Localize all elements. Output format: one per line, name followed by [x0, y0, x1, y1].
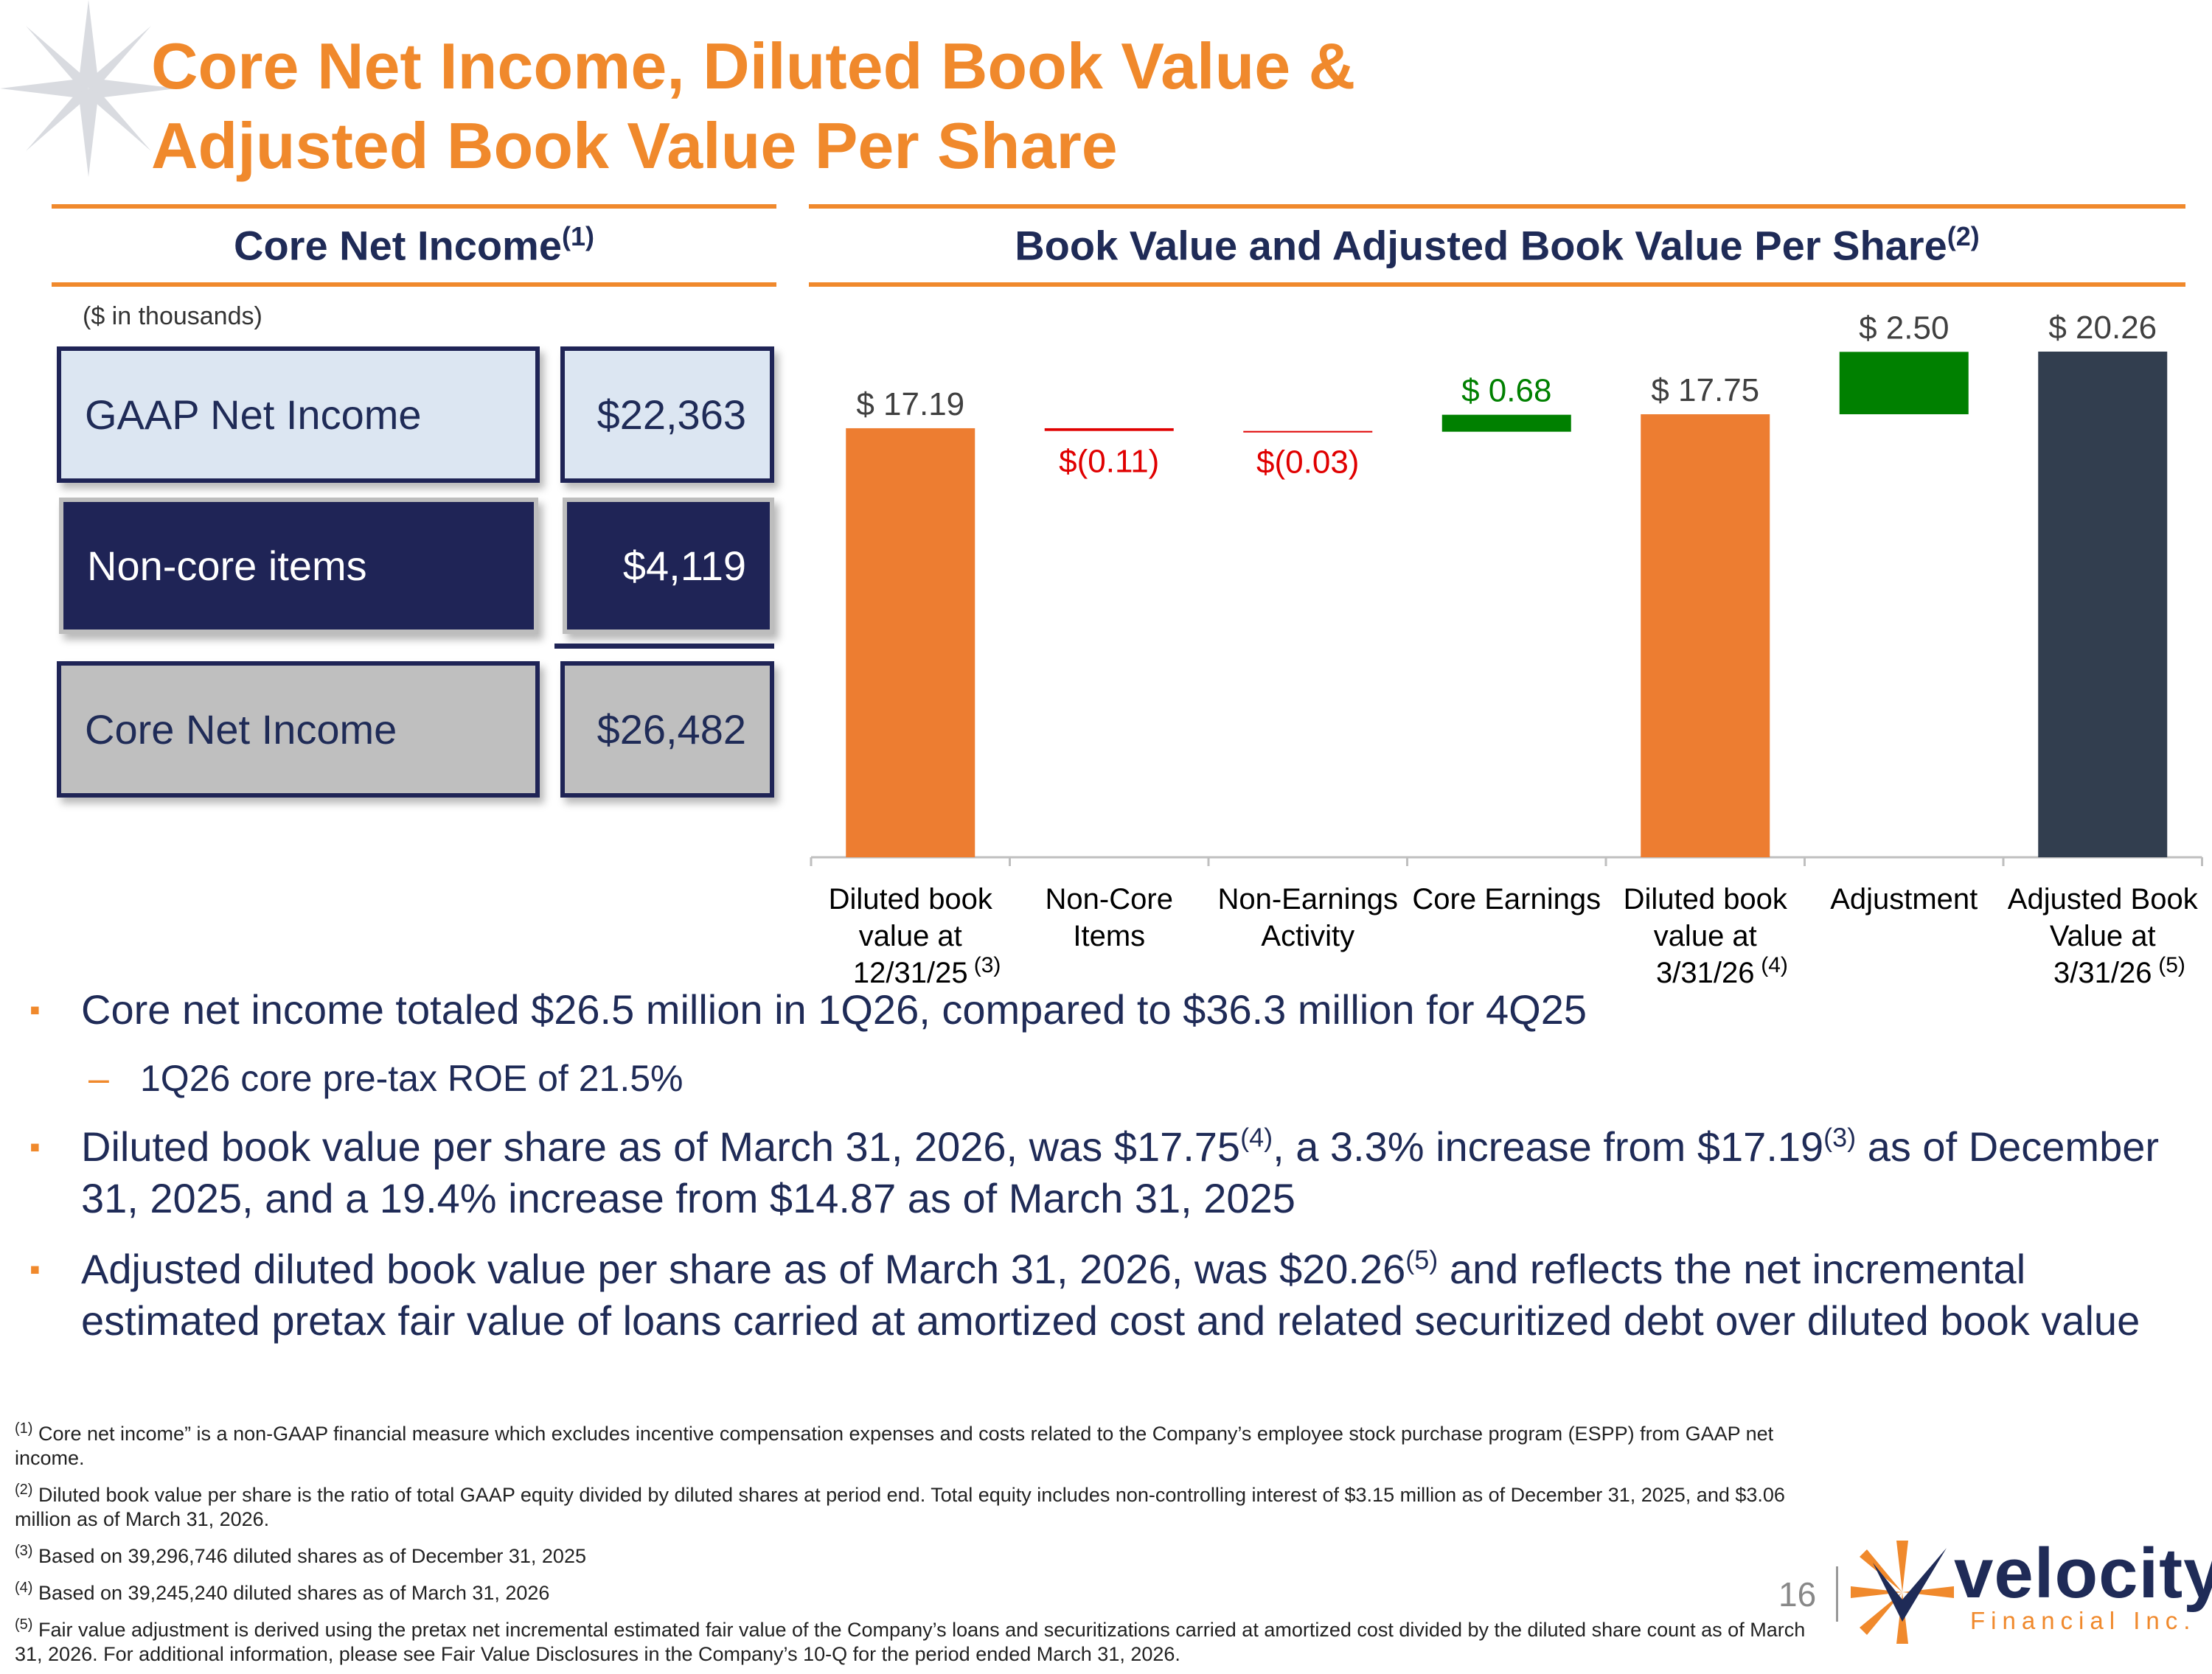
book-value-heading-text: Book Value and Adjusted Book Value Per S…	[1015, 222, 1947, 269]
bullet-item: ▪ Core net income totaled $26.5 million …	[29, 984, 2168, 1036]
left-header-top-rule	[52, 204, 776, 209]
bullet-marker-icon: ▪	[29, 1129, 41, 1164]
waterfall-bar	[1441, 414, 1571, 432]
footnote-mark: (2)	[15, 1482, 33, 1498]
footnote-text: Core net income” is a non-GAAP financial…	[15, 1423, 1774, 1469]
category-label: Adjusted Book	[2008, 883, 2199, 916]
bullet-text-part: Diluted book value per share as of March…	[81, 1123, 1241, 1170]
right-header-bottom-rule	[809, 282, 2185, 287]
footnote-text: Based on 39,296,746 diluted shares as of…	[38, 1545, 586, 1567]
category-label: Non-Core	[1046, 883, 1173, 916]
data-label: $ 0.68	[1461, 373, 1551, 409]
footnotes: (1) Core net income” is a non-GAAP finan…	[15, 1417, 1829, 1674]
footnote: (2) Diluted book value per share is the …	[15, 1478, 1829, 1532]
category-label: Value at	[2050, 920, 2156, 952]
footnote-mark: (4)	[15, 1580, 33, 1596]
footnote: (1) Core net income” is a non-GAAP finan…	[15, 1417, 1829, 1471]
category-label: Adjustment	[1830, 883, 1978, 916]
waterfall-bar	[2038, 352, 2168, 857]
category-label: Activity	[1261, 920, 1354, 952]
non-core-items-value-box: $4,119	[563, 498, 774, 634]
footnote: (3) Based on 39,296,746 diluted shares a…	[15, 1539, 1829, 1569]
footnote: (4) Based on 39,245,240 diluted shares a…	[15, 1576, 1829, 1605]
category-label: 12/31/25	[853, 957, 968, 988]
data-label: $(0.11)	[1059, 444, 1159, 480]
core-net-income-label-box: Core Net Income	[57, 661, 540, 798]
dash-marker-icon: –	[88, 1058, 109, 1099]
category-label: Diluted book	[829, 883, 993, 916]
data-label: $ 17.19	[856, 386, 964, 422]
core-net-income-heading-text: Core Net Income	[234, 222, 562, 269]
page-number: 16	[1778, 1575, 1817, 1614]
bullet-list: ▪ Core net income totaled $26.5 million …	[29, 984, 2168, 1366]
category-label: 3/31/26	[2053, 957, 2152, 988]
bullet-marker-icon: ▪	[29, 992, 41, 1027]
sum-rule	[554, 644, 774, 649]
bullet-text-part: Adjusted diluted book value per share as…	[81, 1246, 1406, 1292]
bullet-text-part: and reflects the net incremental estimat…	[81, 1246, 2140, 1344]
units-note: ($ in thousands)	[83, 302, 262, 330]
page-title-line-1: Core Net Income, Diluted Book Value &	[151, 29, 1356, 102]
data-label: $ 17.75	[1651, 372, 1759, 408]
category-label: Core Earnings	[1412, 883, 1601, 916]
footnote-mark: (5)	[15, 1617, 33, 1633]
category-label: value at	[1654, 920, 1757, 952]
bullet-footnote-ref: (5)	[1405, 1244, 1439, 1275]
waterfall-bar	[846, 428, 975, 857]
sub-bullet-text: 1Q26 core pre-tax ROE of 21.5%	[140, 1058, 684, 1099]
waterfall-bar	[1243, 430, 1373, 433]
bullet-marker-icon: ▪	[29, 1252, 41, 1286]
data-label: $(0.03)	[1256, 444, 1359, 481]
category-footnote-ref: (5)	[2158, 953, 2185, 977]
decorative-star-icon	[0, 0, 177, 177]
bullet-footnote-ref: (3)	[1823, 1122, 1857, 1153]
right-header-top-rule	[809, 204, 2185, 209]
bullet-item: ▪ Diluted book value per share as of Mar…	[29, 1121, 2168, 1224]
category-label: Items	[1073, 920, 1145, 952]
sub-bullet-item: – 1Q26 core pre-tax ROE of 21.5%	[29, 1055, 2168, 1102]
waterfall-bar	[1641, 414, 1770, 857]
footnote-text: Diluted book value per share is the rati…	[15, 1484, 1785, 1530]
velocity-logo-icon	[1851, 1541, 1954, 1644]
core-net-income-value-box: $26,482	[560, 661, 774, 798]
footnote-text: Based on 39,245,240 diluted shares as of…	[38, 1582, 550, 1604]
book-value-heading: Book Value and Adjusted Book Value Per S…	[809, 221, 2185, 270]
non-core-items-label-box: Non-core items	[59, 498, 538, 634]
left-header-bottom-rule	[52, 282, 776, 287]
footnote: (5) Fair value adjustment is derived usi…	[15, 1613, 1829, 1667]
page-title-line-2: Adjusted Book Value Per Share	[151, 109, 1118, 182]
logo-tagline: Financial Inc.	[1970, 1607, 2197, 1634]
category-label: Diluted book	[1624, 883, 1788, 916]
logo-wordmark: velocity	[1954, 1534, 2212, 1613]
waterfall-bar	[1839, 352, 1969, 414]
waterfall-bar	[1044, 428, 1174, 431]
page-title: Core Net Income, Diluted Book Value & Ad…	[151, 27, 1773, 186]
bullet-footnote-ref: (4)	[1240, 1122, 1273, 1153]
waterfall-chart: $ 17.19 Diluted book value at 12/31/25 (3) $(…	[810, 310, 2203, 988]
data-label: $ 20.26	[2048, 310, 2157, 346]
book-value-heading-note: (2)	[1947, 221, 1980, 251]
category-footnote-ref: (4)	[1761, 953, 1788, 977]
category-label: value at	[859, 920, 962, 952]
bullet-item: ▪ Adjusted diluted book value per share …	[29, 1244, 2168, 1347]
core-net-income-heading: Core Net Income(1)	[52, 221, 776, 270]
gaap-net-income-label-box: GAAP Net Income	[57, 346, 540, 483]
category-label: 3/31/26	[1656, 957, 1754, 988]
footer-divider	[1836, 1566, 1838, 1622]
bullet-text-part: , a 3.3% increase from $17.19	[1273, 1123, 1824, 1170]
category-footnote-ref: (3)	[974, 953, 1001, 977]
core-net-income-heading-note: (1)	[562, 221, 594, 251]
data-label: $ 2.50	[1859, 310, 1949, 346]
footnote-mark: (1)	[15, 1420, 33, 1437]
gaap-net-income-value-box: $22,363	[560, 346, 774, 483]
category-label: Non-Earnings	[1217, 883, 1398, 916]
bullet-text-part: as of December 31, 2025, and a 19.4% inc…	[81, 1123, 2160, 1221]
bullet-text: Core net income totaled $26.5 million in…	[81, 986, 1587, 1033]
footnote-mark: (3)	[15, 1543, 33, 1559]
